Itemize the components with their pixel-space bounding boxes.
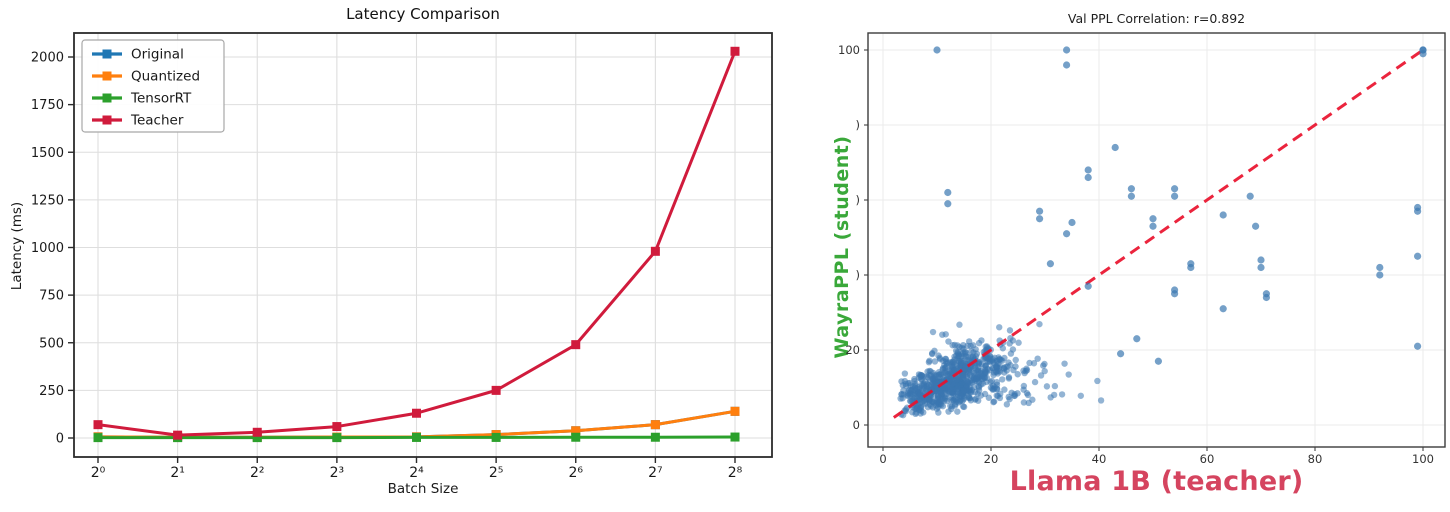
plot-frame — [73, 32, 773, 458]
svg-text:2⁵: 2⁵ — [489, 465, 504, 481]
svg-text:): ) — [856, 193, 861, 207]
svg-text:2⁸: 2⁸ — [728, 465, 743, 481]
scatter-outlier-points — [933, 46, 1427, 365]
svg-text:): ) — [856, 118, 861, 132]
grid-lines — [868, 33, 1445, 447]
plot-frame — [867, 32, 1446, 448]
latency-chart-title: Latency Comparison — [346, 5, 500, 23]
series-teacher — [93, 46, 740, 440]
svg-text:2²: 2² — [250, 465, 265, 481]
svg-text:1000: 1000 — [31, 241, 64, 256]
series-tensorrt — [93, 432, 740, 443]
svg-text:2⁴: 2⁴ — [409, 465, 424, 481]
latency-chart-plot: 0 250 500 750 1000 1250 1500 1750 2000 2⁰ 2¹ 2² 2³ 2⁴… — [31, 32, 773, 482]
svg-text:750: 750 — [39, 289, 64, 304]
svg-text:60: 60 — [1200, 452, 1215, 466]
axis-ticks: 0 20 40 60 80 100 100))) 20 0 — [838, 43, 1434, 466]
svg-text:2⁰: 2⁰ — [91, 465, 106, 481]
svg-text:20: 20 — [845, 343, 860, 357]
svg-text:2⁶: 2⁶ — [568, 465, 583, 481]
svg-text:TensorRT: TensorRT — [130, 91, 192, 107]
series-lines — [93, 46, 740, 443]
svg-text:2⁷: 2⁷ — [648, 465, 663, 481]
svg-text:20: 20 — [984, 452, 999, 466]
svg-text:1500: 1500 — [31, 146, 64, 161]
svg-text:100: 100 — [1412, 452, 1434, 466]
latency-x-axis-label: Batch Size — [387, 481, 459, 497]
svg-text:0: 0 — [56, 432, 64, 447]
correlation-scatter-figure: Val PPL Correlation: r=0.892 WayraPPL (s… — [820, 0, 1450, 512]
svg-text:1250: 1250 — [31, 193, 64, 208]
svg-text:80: 80 — [1308, 452, 1323, 466]
svg-text:2000: 2000 — [31, 51, 64, 66]
svg-text:250: 250 — [39, 384, 64, 399]
svg-text:Quantized: Quantized — [131, 69, 200, 85]
svg-text:Original: Original — [131, 47, 184, 63]
svg-text:100: 100 — [838, 43, 860, 57]
svg-text:): ) — [856, 268, 861, 282]
scatter-plot: 0 20 40 60 80 100 100))) 20 0 — [838, 32, 1446, 466]
svg-text:500: 500 — [39, 336, 64, 351]
svg-text:1750: 1750 — [31, 98, 64, 113]
svg-text:0: 0 — [879, 452, 886, 466]
latency-chart-figure: Latency Comparison Latency (ms) Batch Si… — [9, 5, 773, 497]
axis-ticks: 0 250 500 750 1000 1250 1500 1750 2000 2⁰ 2¹ 2² 2³ 2⁴… — [31, 51, 743, 482]
scatter-cluster-points — [897, 320, 1105, 419]
svg-text:0: 0 — [853, 418, 860, 432]
scatter-x-axis-label: Llama 1B (teacher) — [1009, 466, 1304, 497]
svg-text:2³: 2³ — [330, 465, 345, 481]
svg-text:2¹: 2¹ — [170, 465, 185, 481]
svg-text:40: 40 — [1092, 452, 1107, 466]
scatter-title: Val PPL Correlation: r=0.892 — [1067, 11, 1246, 26]
svg-text:Teacher: Teacher — [130, 113, 184, 129]
legend: Original Quantized TensorRT Teacher — [81, 39, 225, 133]
